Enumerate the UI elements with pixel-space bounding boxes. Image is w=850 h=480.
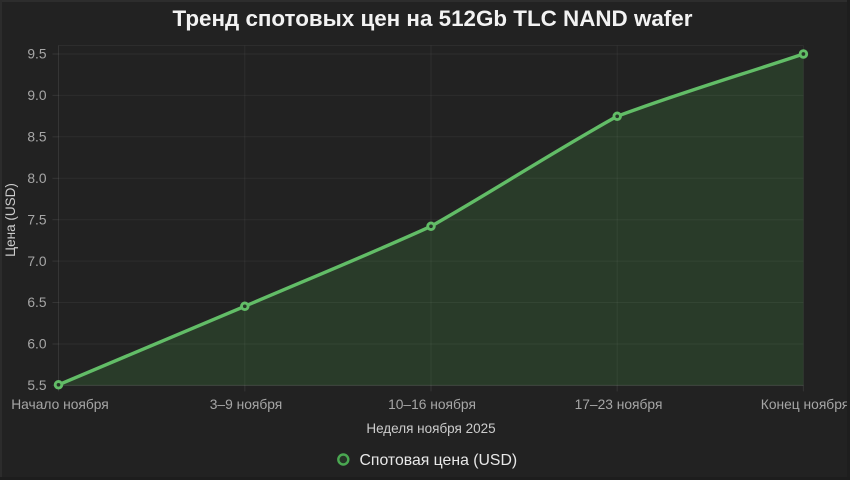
svg-text:9.0: 9.0	[27, 88, 47, 103]
svg-text:10–16 ноября: 10–16 ноября	[388, 397, 476, 412]
svg-text:Цена (USD): Цена (USD)	[3, 183, 18, 257]
svg-text:8.0: 8.0	[27, 171, 47, 186]
svg-text:Спотовая цена (USD): Спотовая цена (USD)	[360, 452, 518, 469]
svg-text:Неделя ноября 2025: Неделя ноября 2025	[366, 421, 495, 436]
svg-text:7.5: 7.5	[27, 212, 47, 227]
svg-text:7.0: 7.0	[27, 254, 47, 269]
svg-text:Конец ноября: Конец ноября	[761, 397, 849, 412]
svg-text:9.5: 9.5	[27, 47, 47, 62]
svg-text:5.5: 5.5	[27, 378, 47, 393]
svg-text:6.0: 6.0	[27, 337, 47, 352]
svg-text:Тренд спотовых цен на 512Gb TL: Тренд спотовых цен на 512Gb TLC NAND waf…	[173, 6, 693, 31]
svg-text:Начало ноября: Начало ноября	[11, 397, 109, 412]
svg-text:8.5: 8.5	[27, 130, 47, 145]
svg-text:6.5: 6.5	[27, 295, 47, 310]
svg-text:3–9 ноября: 3–9 ноября	[210, 397, 283, 412]
svg-text:17–23 ноября: 17–23 ноября	[575, 397, 663, 412]
